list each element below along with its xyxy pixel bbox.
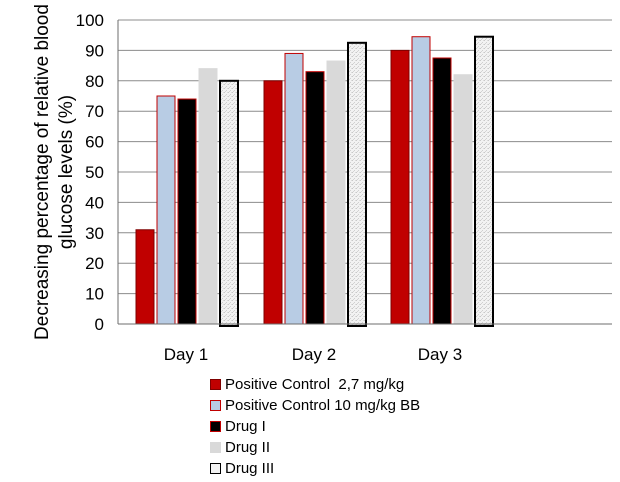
- legend: Positive Control 2,7 mg/kg Positive Contr…: [210, 374, 420, 479]
- y-tick-labels: 0 10 20 30 40 50 60 70 80 90 100: [76, 11, 104, 334]
- bar-series-1-day-2: [263, 80, 283, 325]
- legend-label: Drug II: [225, 439, 271, 456]
- y-tick-label: 100: [76, 11, 104, 30]
- bar-series-3-day-1: [177, 98, 197, 325]
- axes: [117, 20, 612, 325]
- bar-series-3-day-3: [432, 57, 452, 325]
- legend-label: Drug I: [225, 418, 266, 435]
- bar-series-5-day-3: [474, 35, 494, 327]
- legend-item: Positive Control 2,7 mg/kg: [210, 374, 420, 395]
- y-tick-label: 20: [85, 254, 104, 273]
- x-tick-label: Day 2: [292, 345, 336, 364]
- bar-series-2-day-3: [411, 36, 431, 325]
- bar-series-2-day-1: [156, 95, 176, 325]
- y-axis-label-line-2: glucose levels (%): [56, 95, 77, 249]
- legend-item: Drug II: [210, 437, 420, 458]
- legend-label: Drug III: [225, 460, 275, 477]
- legend-item: Drug III: [210, 458, 420, 479]
- y-tick-label: 30: [85, 224, 104, 243]
- bar-series-4-day-3: [453, 74, 473, 325]
- y-tick-label: 10: [85, 285, 104, 304]
- legend-swatch: [210, 379, 221, 390]
- y-tick-label: 0: [95, 315, 104, 334]
- legend-swatch: [210, 442, 221, 453]
- y-tick-label: 90: [85, 41, 104, 60]
- legend-label: Positive Control 10 mg/kg BB: [225, 397, 421, 414]
- y-tick-label: 40: [85, 193, 104, 212]
- y-axis-label-line-1: Decreasing percentage of relative blood: [32, 4, 53, 340]
- x-tick-label: Day 3: [418, 345, 462, 364]
- bar-series-4-day-1: [198, 68, 218, 325]
- legend-item: Drug I: [210, 416, 420, 437]
- legend-label: Positive Control 2,7 mg/kg: [225, 376, 405, 393]
- y-tick-label: 50: [85, 163, 104, 182]
- legend-swatch: [210, 400, 221, 411]
- y-tick-label: 80: [85, 72, 104, 91]
- bar-series-5-day-1: [219, 79, 239, 327]
- legend-swatch: [210, 421, 221, 432]
- bar-series-4-day-2: [326, 60, 346, 325]
- legend-swatch: [210, 463, 221, 474]
- legend-item: Positive Control 10 mg/kg BB: [210, 395, 420, 416]
- y-tick-label: 60: [85, 133, 104, 152]
- bars: [135, 35, 494, 328]
- bar-series-1-day-1: [135, 229, 155, 325]
- y-tick-label: 70: [85, 102, 104, 121]
- x-tick-labels: Day 1 Day 2 Day 3: [164, 345, 462, 364]
- bar-series-5-day-2: [347, 41, 367, 328]
- bar-series-2-day-2: [284, 52, 304, 325]
- bar-series-1-day-3: [390, 49, 410, 325]
- x-tick-label: Day 1: [164, 345, 208, 364]
- bar-series-3-day-2: [305, 71, 325, 325]
